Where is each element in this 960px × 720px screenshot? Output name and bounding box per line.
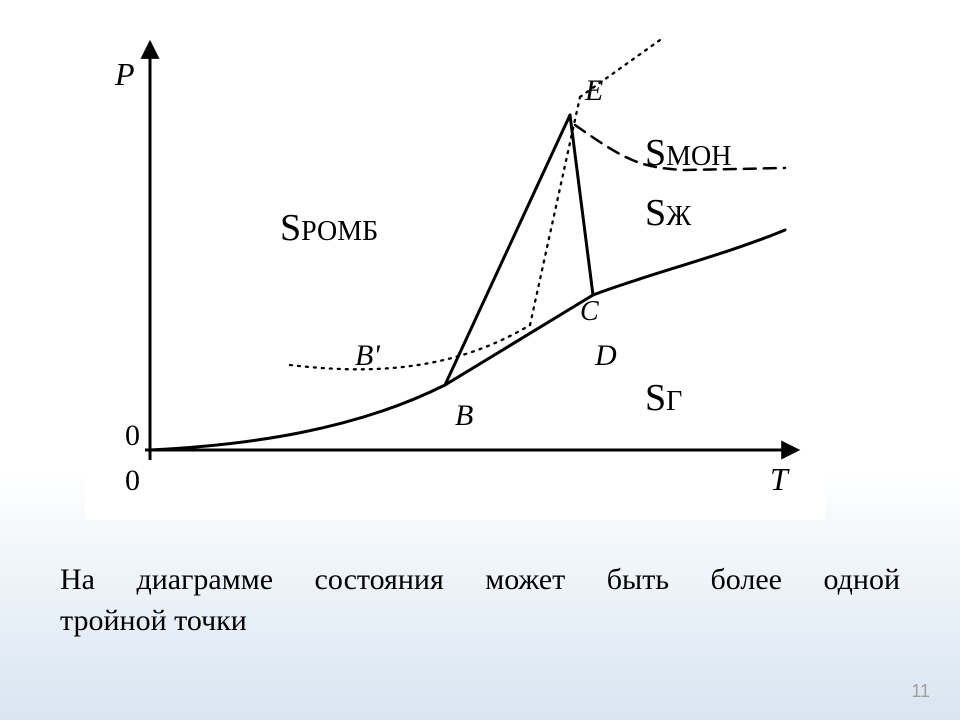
- svg-text:SГ: SГ: [645, 377, 682, 419]
- svg-text:0: 0: [125, 464, 140, 497]
- svg-text:E: E: [584, 74, 603, 107]
- slide: T P 0 0 E CD B B' SРОМБ SМОН SЖ SГ На диаграмме сос…: [0, 0, 960, 720]
- svg-text:C: C: [580, 296, 599, 327]
- svg-text:0: 0: [125, 419, 140, 452]
- caption-line-2: тройной точки: [60, 601, 900, 642]
- svg-text:SМОН: SМОН: [645, 132, 731, 174]
- phase-diagram: T P 0 0 E CD B B' SРОМБ SМОН SЖ SГ: [85, 30, 825, 520]
- svg-text:P: P: [114, 56, 135, 92]
- svg-text:B: B: [455, 399, 473, 432]
- diagram-svg: T P 0 0 E CD B B' SРОМБ SМОН SЖ SГ: [85, 30, 825, 520]
- svg-text:SЖ: SЖ: [645, 192, 692, 234]
- svg-text:B': B': [355, 339, 380, 372]
- caption-line-1: На диаграмме состояния может быть более …: [60, 560, 900, 601]
- caption: На диаграмме состояния может быть более …: [60, 560, 900, 641]
- page-number: 11: [911, 681, 930, 702]
- svg-text:SРОМБ: SРОМБ: [280, 207, 378, 249]
- svg-text:T: T: [770, 461, 790, 497]
- svg-text:D: D: [594, 339, 617, 372]
